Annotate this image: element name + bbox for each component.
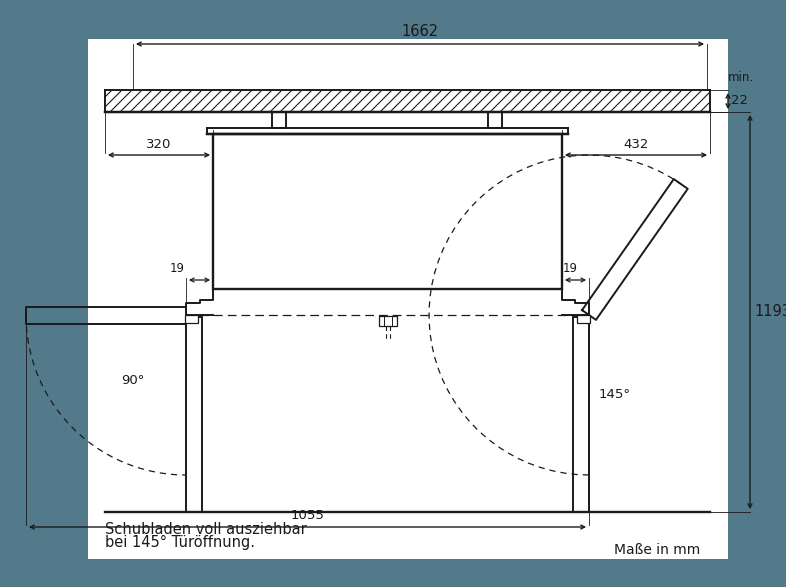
Bar xyxy=(379,316,396,326)
Text: 145°: 145° xyxy=(599,389,631,402)
Text: 1055: 1055 xyxy=(291,509,325,522)
Bar xyxy=(185,315,198,323)
Text: Maße in mm: Maße in mm xyxy=(614,543,700,557)
Bar xyxy=(577,315,590,323)
Bar xyxy=(88,39,728,559)
Text: min.: min. xyxy=(728,71,754,84)
Text: 320: 320 xyxy=(146,138,171,151)
Text: 22: 22 xyxy=(731,95,748,107)
Text: 1662: 1662 xyxy=(402,24,439,39)
Bar xyxy=(213,134,562,289)
Text: 90°: 90° xyxy=(121,373,145,386)
Text: 432: 432 xyxy=(623,138,648,151)
Text: Schubladen voll ausziehbar: Schubladen voll ausziehbar xyxy=(105,522,307,537)
Bar xyxy=(573,317,589,512)
Text: 19: 19 xyxy=(170,262,185,275)
Text: 1193: 1193 xyxy=(754,305,786,319)
Text: 19: 19 xyxy=(563,262,578,275)
Bar xyxy=(186,317,202,512)
Text: bei 145° Türöffnung.: bei 145° Türöffnung. xyxy=(105,535,255,550)
